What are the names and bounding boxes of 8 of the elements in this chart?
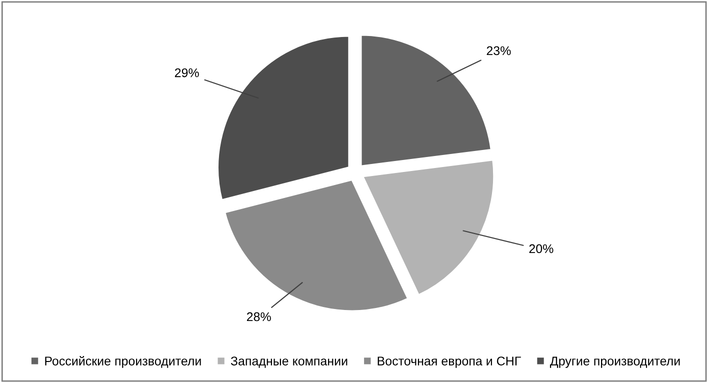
data-label: 29%: [174, 68, 199, 78]
data-label: 20%: [529, 244, 554, 254]
legend-label: Западные компании: [230, 356, 348, 368]
legend-label: Российские производители: [45, 356, 201, 368]
data-label: 28%: [246, 312, 271, 322]
legend-label: Другие производители: [550, 356, 680, 368]
legend-label: Восточная европа и СНГ: [378, 356, 521, 368]
data-label: 23%: [486, 46, 511, 56]
